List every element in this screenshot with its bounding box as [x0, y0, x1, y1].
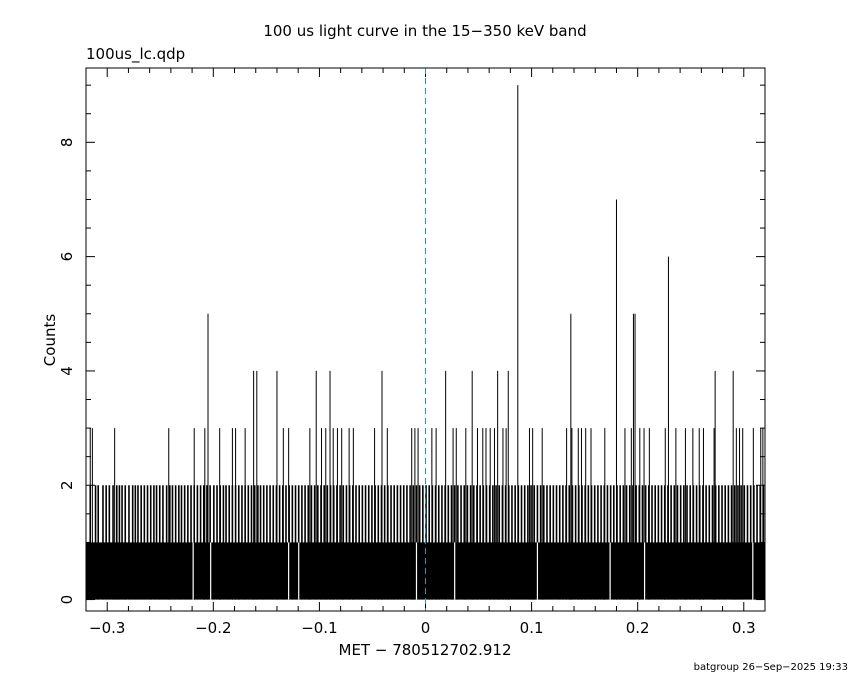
x-tick-label: −0.3: [89, 619, 125, 637]
y-tick-label: 2: [58, 480, 76, 490]
x-tick-label: 0.1: [520, 619, 544, 637]
y-tick-label: 0: [58, 595, 76, 605]
x-tick-label: −0.2: [195, 619, 231, 637]
ticks-layer: −0.3 −0.2 −0.1 0 0.1 0.2 0.3 0 2 4 6 8: [58, 68, 766, 637]
y-tick-label: 4: [58, 366, 76, 376]
file-label: 100us_lc.qdp: [86, 45, 186, 63]
x-tick-label: −0.1: [301, 619, 337, 637]
y-tick-label: 6: [58, 252, 76, 262]
x-tick-label: 0: [421, 619, 431, 637]
footer-stamp: batgroup 26−Sep−2025 19:33: [693, 662, 848, 673]
x-tick-label: 0.2: [626, 619, 650, 637]
plot-frame: [85, 67, 766, 612]
x-axis-label: MET − 780512702.912: [338, 641, 512, 659]
y-tick-label: 8: [58, 138, 76, 148]
x-tick-label: 0.3: [732, 619, 756, 637]
chart-title: 100 us light curve in the 15−350 keV ban…: [263, 22, 587, 40]
bars-layer: [86, 85, 765, 600]
